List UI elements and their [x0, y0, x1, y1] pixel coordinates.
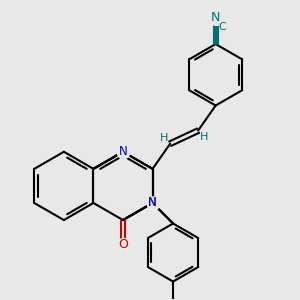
Text: N: N	[148, 196, 157, 209]
Text: C: C	[219, 22, 226, 32]
Text: H: H	[200, 132, 208, 142]
Text: N: N	[118, 145, 127, 158]
Text: N: N	[211, 11, 220, 24]
Text: H: H	[160, 133, 168, 142]
Text: N: N	[148, 196, 157, 209]
Text: O: O	[118, 238, 128, 251]
